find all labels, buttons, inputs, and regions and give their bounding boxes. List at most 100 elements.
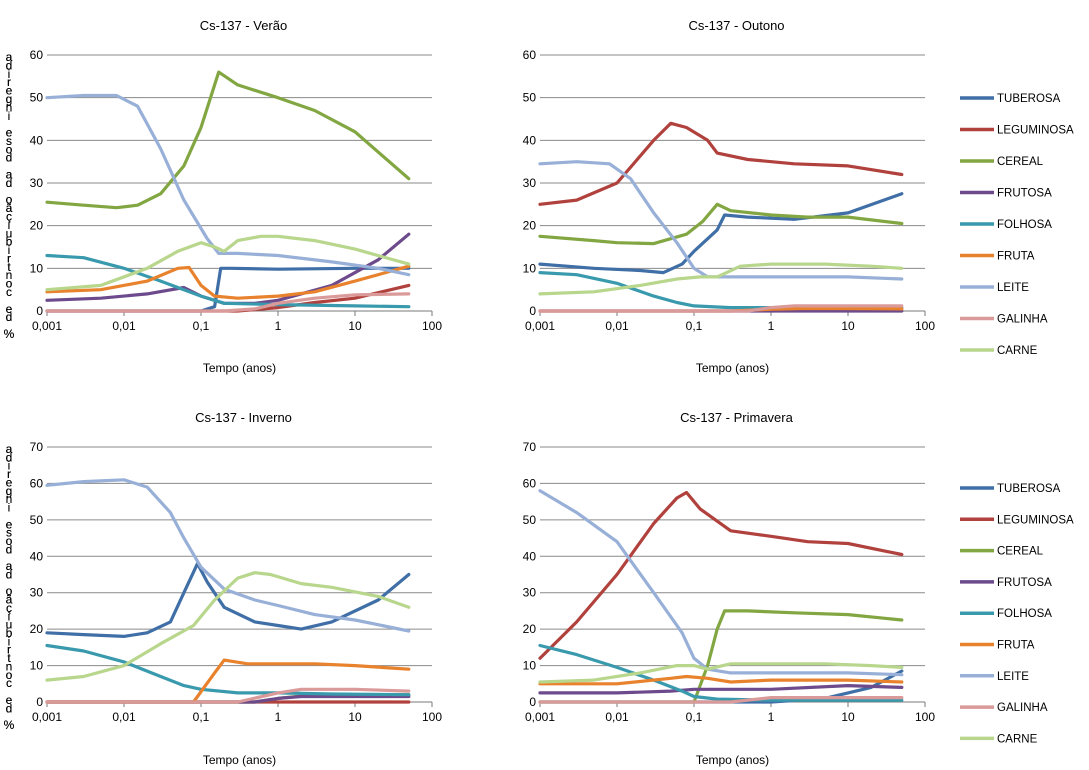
x-tick-label: 0,01 [605,319,629,333]
series-line-leite [45,93,411,277]
chart-cs-137-outono: Cs-137 - Outono 0 10 20 30 40 50 60 0,001 0,01 0,1… [4,18,936,375]
legend-label-carne: CARNE [997,733,1038,745]
series-line-carne [45,234,411,292]
x-tick-label: 10 [841,710,855,724]
x-tick-label: 0,01 [605,710,629,724]
series-line-cereal [538,202,904,246]
series-line-galinha [538,696,904,704]
chart-cs-137-inverno: Cs-137 - Inverno 0 10 20 30 40 50 60 70 0,001 0,01… [4,410,443,767]
chart-cs-137-primavera-x-axis-label: Tempo (anos) [696,753,769,767]
y-tick-label: 0 [529,695,536,709]
legend-label-tuberosa: TUBEROSA [997,483,1061,495]
chart-cs-137-verao: Cs-137 - Verão 0 10 20 30 40 50 60 0,001 0,01 0,1 1… [4,18,443,375]
y-tick-label: 30 [523,586,537,600]
x-tick-label: 1 [275,710,282,724]
x-tick-label: 0,1 [193,710,210,724]
legend-1: TUBEROSA LEGUMINOSA CEREAL FRUTOSA FOLHOSA FR… [960,93,1074,357]
x-tick-label: 0,01 [112,710,136,724]
series-line-tuberosa [45,562,411,638]
y-tick-label: 40 [30,549,44,563]
y-tick-label: 30 [30,176,44,190]
series-line-fruta [538,674,904,686]
series-line-folhosa [45,253,411,309]
legend-label-tuberosa: TUBEROSA [997,93,1061,105]
y-tick-label: 10 [523,659,537,673]
y-tick-label: 70 [523,440,537,454]
series-line-galinha [538,304,904,313]
x-tick-label: 0,001 [525,710,555,724]
series-line-frutosa [538,684,904,695]
x-tick-label: 100 [422,710,442,724]
legend-label-galinha: GALINHA [997,702,1048,714]
legend-label-cereal: CEREAL [997,546,1044,558]
x-tick-label: 100 [915,710,935,724]
x-tick-label: 100 [915,319,935,333]
y-tick-label: 20 [30,622,44,636]
series-line-fruta [45,658,411,704]
series-line-leite [45,478,411,633]
y-tick-label: 50 [30,513,44,527]
y-tick-label: 20 [523,622,537,636]
legend-label-folhosa: FOLHOSA [997,608,1052,620]
y-tick-label: 60 [30,48,44,62]
y-tick-label: 30 [30,586,44,600]
x-tick-label: 1 [768,319,775,333]
legend-label-fruta: FRUTA [997,251,1035,263]
chart-cs-137-verao-x-axis-label: Tempo (anos) [203,361,276,375]
y-tick-label: 0 [529,304,536,318]
x-tick-label: 0,001 [525,319,555,333]
x-tick-label: 0,001 [32,319,62,333]
x-tick-label: 10 [841,319,855,333]
series-line-cereal [45,70,411,210]
y-tick-label: 40 [523,133,537,147]
y-tick-label: 60 [30,476,44,490]
legend-label-leguminosa: LEGUMINOSA [997,125,1074,137]
y-tick-label: 30 [523,176,537,190]
y-tick-label: 40 [523,549,537,563]
chart-cs-137-inverno-x-axis-label: Tempo (anos) [203,753,276,767]
legend-label-leite: LEITE [997,671,1029,683]
x-tick-label: 1 [275,319,282,333]
chart-cs-137-verao-title: Cs-137 - Verão [200,18,287,33]
legend-label-leguminosa: LEGUMINOSA [997,514,1074,526]
chart-cs-137-outono-title: Cs-137 - Outono [688,18,784,33]
y-tick-label: 50 [523,91,537,105]
legend-label-frutosa: FRUTOSA [997,188,1052,200]
y-tick-label: 70 [30,440,44,454]
series-line-leguminosa [538,490,904,660]
series-line-fruta [45,264,411,300]
y-tick-label: 60 [523,48,537,62]
y-tick-label: 50 [523,513,537,527]
x-tick-label: 0,001 [32,710,62,724]
series-line-carne [538,262,904,296]
y-tick-label: 0 [36,695,43,709]
series-line-galinha [45,687,411,704]
x-tick-label: 10 [348,710,362,724]
y-tick-label: 40 [30,133,44,147]
series-line-carne [45,571,411,682]
legend-label-leite: LEITE [997,282,1029,294]
x-tick-label: 0,1 [686,710,703,724]
series-line-carne [538,662,904,684]
x-tick-label: 0,1 [193,319,210,333]
chart-cs-137-primavera-title: Cs-137 - Primavera [680,410,793,425]
series-line-leite [538,160,904,281]
series-line-leite [538,489,904,677]
series-line-leguminosa [538,121,904,206]
x-tick-label: 100 [422,319,442,333]
y-tick-label: 20 [30,219,44,233]
legend-label-fruta: FRUTA [997,640,1035,652]
chart-cs-137-outono-x-axis-label: Tempo (anos) [696,361,769,375]
y-tick-label: 10 [30,659,44,673]
x-tick-label: 0,1 [686,319,703,333]
y-tick-label: 10 [523,261,537,275]
x-tick-label: 1 [768,710,775,724]
x-tick-label: 10 [348,319,362,333]
legend-label-carne: CARNE [997,345,1038,357]
